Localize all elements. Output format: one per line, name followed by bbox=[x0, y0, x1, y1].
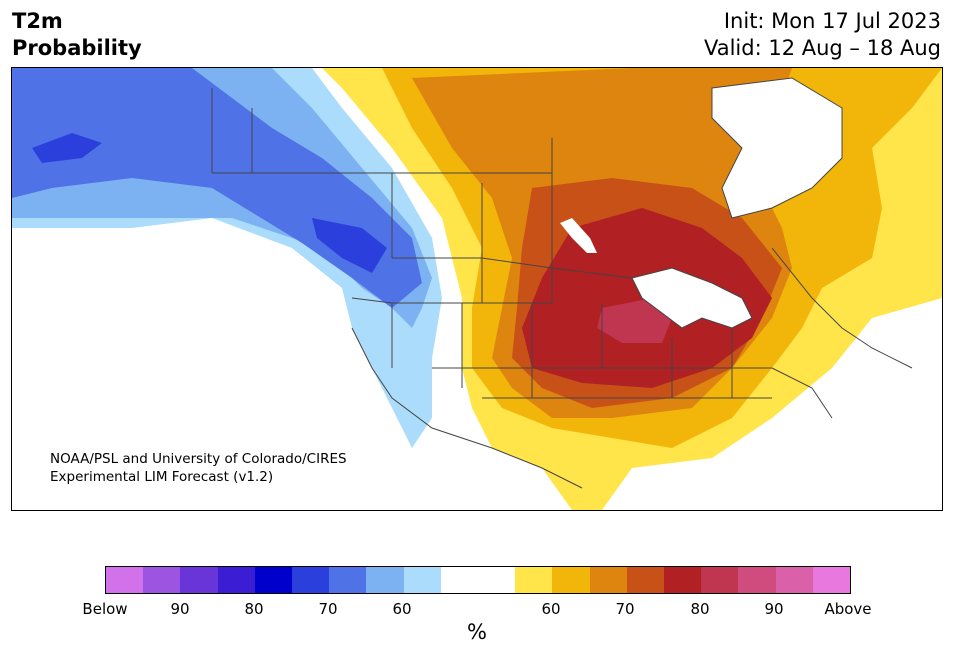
colorbar-tick-label: 60 bbox=[392, 600, 412, 618]
colorbar-tick-label: Above bbox=[824, 600, 872, 618]
credit-line-1: NOAA/PSL and University of Colorado/CIRE… bbox=[50, 451, 347, 467]
above-normal-rose-region bbox=[597, 298, 672, 343]
forecast-dates: Init: Mon 17 Jul 2023 Valid: 12 Aug – 18… bbox=[704, 8, 941, 62]
colorbar-cell bbox=[366, 567, 404, 593]
probability-map bbox=[12, 68, 942, 510]
colorbar-cell bbox=[589, 567, 627, 593]
credit-text: NOAA/PSL and University of Colorado/CIRE… bbox=[50, 450, 347, 486]
below-normal-blue-region bbox=[12, 68, 422, 308]
colorbar-cell bbox=[143, 567, 181, 593]
colorbar-cell bbox=[403, 567, 441, 593]
colorbar-tick-label: 80 bbox=[244, 600, 264, 618]
below-normal-dark-region bbox=[32, 133, 387, 273]
title-line-1: T2m bbox=[12, 9, 63, 33]
colorbar-cell bbox=[626, 567, 665, 593]
colorbar-cell bbox=[515, 567, 553, 593]
colorbar-cell bbox=[106, 567, 144, 593]
colorbar bbox=[105, 566, 851, 594]
colorbar-cell bbox=[478, 567, 516, 593]
boundaries bbox=[211, 88, 913, 489]
colorbar-cell bbox=[812, 567, 851, 593]
map-panel: NOAA/PSL and University of Colorado/CIRE… bbox=[11, 67, 943, 511]
colorbar-tick-label: 70 bbox=[318, 600, 338, 618]
colorbar-cell bbox=[664, 567, 702, 593]
init-date: Init: Mon 17 Jul 2023 bbox=[723, 9, 941, 33]
hudson-bay bbox=[711, 77, 843, 219]
colorbar-cell bbox=[292, 567, 330, 593]
colorbar-cell bbox=[254, 567, 293, 593]
colorbar-tick-label: 70 bbox=[615, 600, 635, 618]
colorbar-tick-label: 80 bbox=[690, 600, 710, 618]
title-line-2: Probability bbox=[12, 36, 142, 60]
colorbar-unit: % bbox=[467, 620, 487, 644]
lake-winnipeg bbox=[560, 218, 597, 253]
colorbar-tick-label: 90 bbox=[170, 600, 190, 618]
colorbar-cell bbox=[701, 567, 739, 593]
colorbar-cell bbox=[775, 567, 813, 593]
colorbar-cell bbox=[180, 567, 218, 593]
colorbar-tick-label: 60 bbox=[541, 600, 561, 618]
colorbar-tick-label: Below bbox=[82, 600, 128, 618]
colorbar-cell bbox=[217, 567, 255, 593]
map-title: T2m Probability bbox=[12, 8, 142, 62]
credit-line-2: Experimental LIM Forecast (v1.2) bbox=[50, 469, 274, 485]
colorbar-cell bbox=[329, 567, 367, 593]
colorbar-tick-label: 90 bbox=[764, 600, 784, 618]
colorbar-cell bbox=[552, 567, 590, 593]
colorbar-cell bbox=[738, 567, 776, 593]
colorbar-cell bbox=[440, 567, 479, 593]
valid-date: Valid: 12 Aug – 18 Aug bbox=[703, 36, 941, 60]
